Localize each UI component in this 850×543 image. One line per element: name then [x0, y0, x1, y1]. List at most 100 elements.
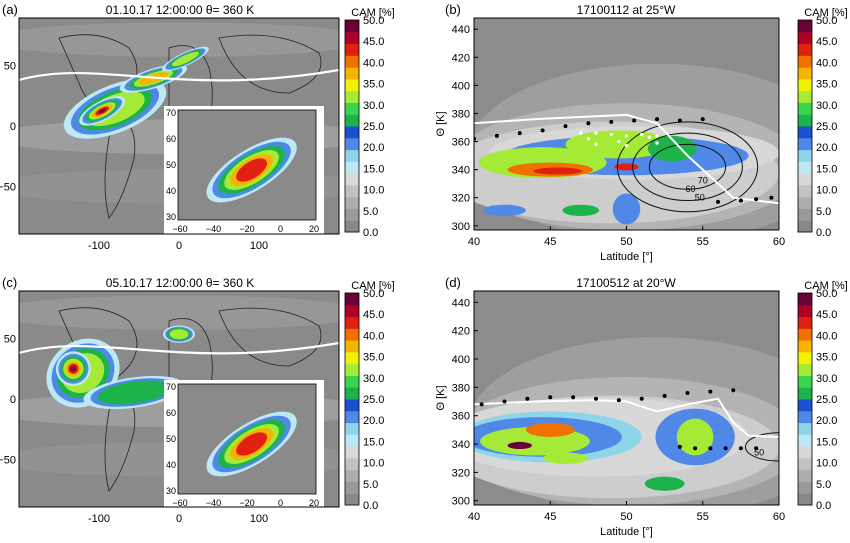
cam-field	[533, 167, 583, 175]
cam-plume	[98, 108, 106, 114]
black-dot	[754, 446, 759, 451]
colorbar-swatch	[345, 493, 359, 506]
colorbar-tick-label: 30.0	[363, 100, 384, 112]
cam-field	[542, 452, 589, 464]
inset-xtick-label: 0	[278, 224, 283, 234]
y-tick-label: 420	[452, 52, 470, 64]
inset-plume	[236, 158, 268, 182]
map-ytick-label: −50	[0, 454, 16, 466]
colorbar-swatch	[798, 410, 812, 424]
inset-xtick-label: 20	[309, 498, 319, 508]
y-tick-label: 320	[452, 193, 470, 205]
inset-xtick-label: 0	[278, 498, 283, 508]
colorbar-swatch	[798, 149, 812, 162]
tropopause-line	[19, 68, 339, 82]
colorbar-swatch	[345, 293, 359, 306]
y-axis-label: Θ [K]	[435, 385, 447, 410]
colorbar-tick-label: 20.0	[816, 142, 837, 154]
inset-ytick-label: 60	[166, 134, 176, 144]
map-shade	[19, 22, 339, 57]
colorbar-swatch	[798, 316, 812, 329]
colorbar-swatch	[798, 304, 812, 318]
colorbar-tick-label: 0.0	[363, 227, 378, 239]
x-axis-label: Latitude [°]	[600, 526, 653, 538]
colorbar-tick-label: 45.0	[363, 36, 384, 48]
colorbar-swatch	[345, 481, 359, 494]
colorbar-swatch	[798, 363, 812, 376]
black-dot	[616, 398, 621, 403]
x-tick-label: 60	[773, 236, 785, 248]
inset-map: −60 −40 −20 0 20 70 60 50 40 30	[164, 106, 324, 244]
colorbar-swatch	[798, 293, 812, 306]
cam-plume	[97, 380, 171, 405]
panel-c: (c) 05.10.17 12:00:00 θ= 360 K −60 −40 −20 0 2…	[0, 275, 340, 525]
colorbar-swatch	[345, 208, 359, 221]
colorbar-swatch	[798, 126, 812, 139]
coastline	[218, 307, 322, 367]
y-tick-label: 340	[452, 439, 470, 451]
colorbar-tick-label: 40.0	[816, 57, 837, 69]
colorbar-b: CAM [%] 0.0 5.0 10.0 15.0 20.0 25.0 30.0 35.0 40.…	[797, 7, 848, 239]
colorbar-tick-label: 10.0	[363, 185, 384, 197]
x-axis-label: Latitude [°]	[600, 251, 653, 263]
panel-label: (a)	[2, 2, 18, 17]
panel-title: 05.10.17 12:00:00 θ= 360 K	[106, 276, 254, 290]
colorbar-swatch	[345, 387, 359, 400]
colorbar-swatch	[345, 457, 359, 471]
panel-label: (d)	[445, 275, 461, 290]
colorbar-swatch	[798, 20, 812, 33]
black-dot	[563, 124, 568, 129]
white-dot	[655, 141, 659, 145]
black-dot	[731, 388, 736, 393]
colorbar-swatch	[345, 78, 359, 92]
colorbar-swatch	[345, 31, 359, 45]
colorbar-swatch	[345, 102, 359, 115]
colorbar-tick-label: 40.0	[363, 330, 384, 342]
y-tick-label: 340	[452, 165, 470, 177]
cam-plume	[171, 51, 199, 67]
colorbar-tick-label: 50.0	[363, 15, 384, 27]
inset-ytick-label: 50	[166, 434, 176, 444]
colorbar-frame	[344, 292, 360, 506]
colorbar-swatch	[345, 196, 359, 209]
map-frame	[18, 290, 340, 508]
colorbar-swatch	[345, 220, 359, 233]
colorbar-title: CAM [%]	[351, 7, 394, 19]
white-dot	[624, 144, 629, 148]
cam-plume	[70, 365, 77, 372]
colorbar-swatch	[798, 31, 812, 45]
colorbar-swatch	[345, 340, 359, 353]
inset-ytick-label: 60	[166, 408, 176, 418]
colorbar-tick-label: 20.0	[816, 415, 837, 427]
colorbar-swatch	[345, 90, 359, 103]
colorbar-swatch	[345, 161, 359, 174]
section-field: 50	[474, 291, 779, 505]
colorbar-tick-label: 50.0	[363, 288, 384, 300]
colorbar-title: CAM [%]	[351, 280, 394, 292]
inset-ytick-label: 70	[166, 382, 176, 392]
colorbar-swatch	[798, 399, 812, 412]
colorbar-tick-label: 20.0	[363, 415, 384, 427]
colorbar-swatch	[798, 67, 812, 80]
white-dot	[579, 131, 583, 135]
colorbar-swatch	[798, 340, 812, 353]
y-tick-label: 420	[452, 326, 470, 338]
colorbar-swatch	[798, 90, 812, 103]
colorbar-swatch	[345, 55, 359, 68]
cam-field	[565, 130, 673, 159]
colorbar-swatch	[798, 161, 812, 174]
colorbar-swatch	[798, 469, 812, 482]
inset-ytick-label: 30	[166, 212, 176, 222]
inset-ytick-label: 40	[166, 460, 176, 470]
black-dot	[517, 131, 522, 136]
y-tick-label: 360	[452, 411, 470, 423]
inset-frame	[177, 109, 317, 221]
contour-label: 60	[686, 184, 696, 194]
colorbar-swatch	[345, 184, 359, 198]
colorbar-tick-label: 5.0	[363, 479, 378, 491]
inset-ytick-label: 40	[166, 186, 176, 196]
inset-frame	[177, 383, 317, 495]
y-tick-label: 400	[452, 354, 470, 366]
map-ytick-label: 50	[4, 61, 16, 73]
